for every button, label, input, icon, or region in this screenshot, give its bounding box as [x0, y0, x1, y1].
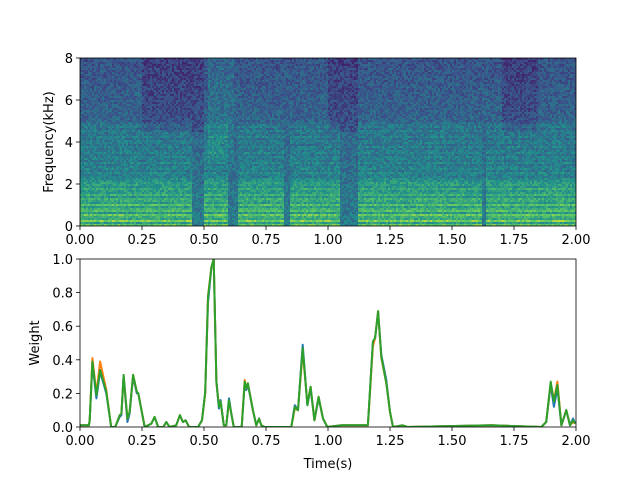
- x-tick-label: 0.50: [190, 434, 219, 449]
- x-tick-label: 0.00: [66, 233, 95, 248]
- spectrogram-ylabel: Frequency(kHz): [42, 91, 57, 192]
- series-line-blue: [80, 259, 576, 427]
- series-line-green: [80, 259, 576, 427]
- weight-frame: [79, 258, 577, 428]
- y-tick-label: 0.0: [52, 421, 73, 436]
- y-tick-label: 0.2: [52, 387, 73, 402]
- y-tick-label: 8: [65, 52, 73, 67]
- x-tick-label: 1.25: [376, 434, 405, 449]
- x-tick-label: 1.50: [438, 233, 467, 248]
- x-tick-label: 1.50: [438, 434, 467, 449]
- x-tick-label: 0.50: [190, 233, 219, 248]
- x-tick-label: 1.00: [314, 233, 343, 248]
- x-tick-label: 1.00: [314, 434, 343, 449]
- x-tick-label: 0.75: [252, 233, 281, 248]
- y-tick-label: 0.8: [52, 287, 73, 302]
- y-tick-label: 4: [65, 136, 73, 151]
- spectrogram-heatmap: [80, 58, 576, 226]
- x-tick-label: 0.75: [252, 434, 281, 449]
- x-tick-label: 1.25: [376, 233, 405, 248]
- x-tick-label: 1.75: [500, 233, 529, 248]
- x-tick-label: 0.00: [66, 434, 95, 449]
- y-tick-label: 6: [65, 94, 73, 109]
- y-tick-label: 1.0: [52, 253, 73, 268]
- y-tick-label: 0: [65, 220, 73, 235]
- x-tick-label: 2.00: [562, 233, 591, 248]
- y-tick-label: 2: [65, 178, 73, 193]
- spectrogram-frame: [79, 57, 577, 227]
- spectrogram-axes: 0.00 0.25 0.50 0.75 1.00 1.25 1.50 1.75 2.00 0 2 4 6…: [65, 52, 591, 248]
- weight-axes: 0.00 0.25 0.50 0.75 1.00 1.25 1.50 1.75 2.00 0.0 0…: [52, 253, 590, 449]
- x-tick-label: 1.75: [500, 434, 529, 449]
- y-tick-label: 0.4: [52, 354, 73, 369]
- weight-ylabel: Weight: [28, 320, 43, 365]
- y-tick-label: 0.6: [52, 320, 73, 335]
- x-tick-label: 0.25: [128, 434, 157, 449]
- x-tick-label: 0.25: [128, 233, 157, 248]
- weight-xlabel: Time(s): [303, 457, 353, 472]
- x-tick-label: 2.00: [562, 434, 591, 449]
- series-line-orange: [80, 259, 576, 427]
